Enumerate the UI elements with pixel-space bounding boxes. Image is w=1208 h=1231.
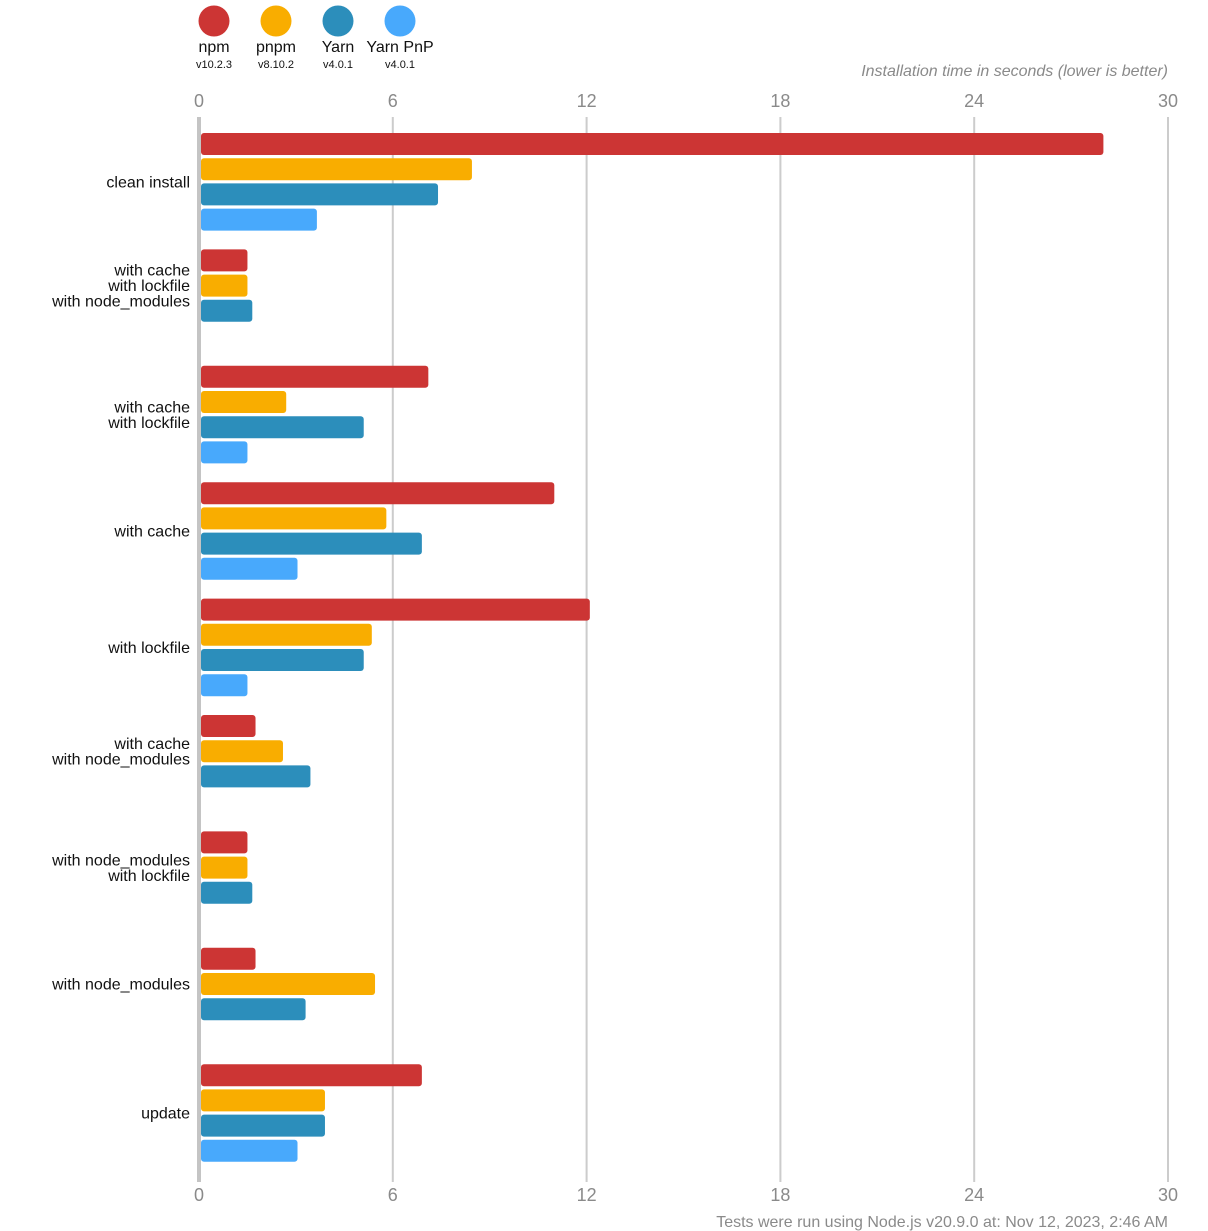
x-tick-label-bottom: 12 bbox=[577, 1185, 597, 1205]
category-label: with node_modules with lockfile bbox=[51, 852, 190, 885]
category-label: with cache with node_modules bbox=[51, 736, 190, 769]
bar-pnpm bbox=[201, 740, 283, 763]
category-label: with lockfile bbox=[107, 640, 190, 657]
x-tick-label-top: 12 bbox=[577, 91, 597, 111]
x-tick-label-bottom: 30 bbox=[1158, 1185, 1178, 1205]
bar-npm bbox=[201, 133, 1104, 155]
bar-npm bbox=[201, 365, 429, 388]
legend-version: v4.0.1 bbox=[323, 59, 353, 71]
legend-label: Yarn bbox=[322, 39, 355, 56]
bar-npm bbox=[201, 715, 256, 737]
bar-yarn-pnp bbox=[201, 1139, 298, 1162]
legend-version: v8.10.2 bbox=[258, 59, 294, 71]
gridlines bbox=[197, 117, 1169, 1182]
legend-swatch-pnpm bbox=[260, 5, 292, 37]
bar-yarn bbox=[201, 765, 311, 788]
x-axis-bottom: 0 6 12 18 24 30 bbox=[194, 1185, 1178, 1205]
bar-yarn bbox=[201, 998, 306, 1021]
bar-pnpm bbox=[201, 158, 472, 181]
footnote: Tests were run using Node.js v20.9.0 at:… bbox=[716, 1214, 1168, 1231]
legend-version: v10.2.3 bbox=[196, 59, 232, 71]
bar-pnpm bbox=[201, 274, 248, 297]
chart-subtitle: Installation time in seconds (lower is b… bbox=[861, 63, 1168, 80]
x-axis-top: 0 6 12 18 24 30 bbox=[194, 91, 1178, 111]
legend-swatch-yarn bbox=[322, 5, 354, 37]
category-label: with node_modules bbox=[51, 977, 190, 994]
legend-label: npm bbox=[198, 39, 229, 56]
bar-yarn-pnp bbox=[201, 557, 298, 580]
x-tick-label-top: 6 bbox=[388, 91, 398, 111]
bar-pnpm bbox=[201, 973, 376, 995]
category-label: with cache bbox=[113, 524, 190, 541]
bar-yarn bbox=[201, 532, 422, 555]
bar-yarn bbox=[201, 649, 364, 671]
x-tick-label-top: 30 bbox=[1158, 91, 1178, 111]
category-label: with cache with lockfile bbox=[107, 399, 190, 432]
bar-npm bbox=[201, 831, 248, 854]
bar-yarn bbox=[201, 299, 253, 322]
bar-pnpm bbox=[201, 1089, 325, 1112]
legend-version: v4.0.1 bbox=[385, 59, 415, 71]
x-tick-label-bottom: 6 bbox=[388, 1185, 398, 1205]
legend: npm v10.2.3 pnpm v8.10.2 Yarn v4.0.1 Yarn PnP v… bbox=[196, 5, 434, 71]
legend-swatch-yarn-pnp bbox=[384, 5, 416, 37]
category-label: update bbox=[141, 1106, 190, 1123]
bar-yarn bbox=[201, 881, 253, 904]
legend-label: Yarn PnP bbox=[366, 39, 433, 56]
bar-yarn bbox=[201, 416, 364, 439]
bar-npm bbox=[201, 1064, 422, 1087]
bar-yarn-pnp bbox=[201, 208, 317, 231]
x-tick-label-top: 0 bbox=[194, 91, 204, 111]
bar-npm bbox=[201, 598, 590, 621]
bar-pnpm bbox=[201, 391, 287, 413]
bar-yarn-pnp bbox=[201, 674, 248, 697]
bar-pnpm bbox=[201, 623, 372, 646]
x-tick-label-bottom: 18 bbox=[770, 1185, 790, 1205]
legend-swatch-npm bbox=[198, 5, 230, 37]
bar-npm bbox=[201, 947, 256, 970]
bars bbox=[201, 133, 1104, 1162]
bar-pnpm bbox=[201, 507, 387, 530]
category-label: with cache with lockfile with node_modules bbox=[51, 263, 190, 311]
bar-npm bbox=[201, 482, 555, 505]
legend-label: pnpm bbox=[256, 39, 296, 56]
x-tick-label-bottom: 0 bbox=[194, 1185, 204, 1205]
bar-yarn bbox=[201, 183, 439, 206]
x-tick-label-bottom: 24 bbox=[964, 1185, 984, 1205]
x-tick-label-top: 18 bbox=[770, 91, 790, 111]
category-label: clean install bbox=[106, 174, 190, 191]
bar-pnpm bbox=[201, 856, 248, 879]
bar-npm bbox=[201, 249, 248, 272]
bar-yarn-pnp bbox=[201, 441, 248, 464]
x-tick-label-top: 24 bbox=[964, 91, 984, 111]
bar-yarn bbox=[201, 1114, 325, 1137]
